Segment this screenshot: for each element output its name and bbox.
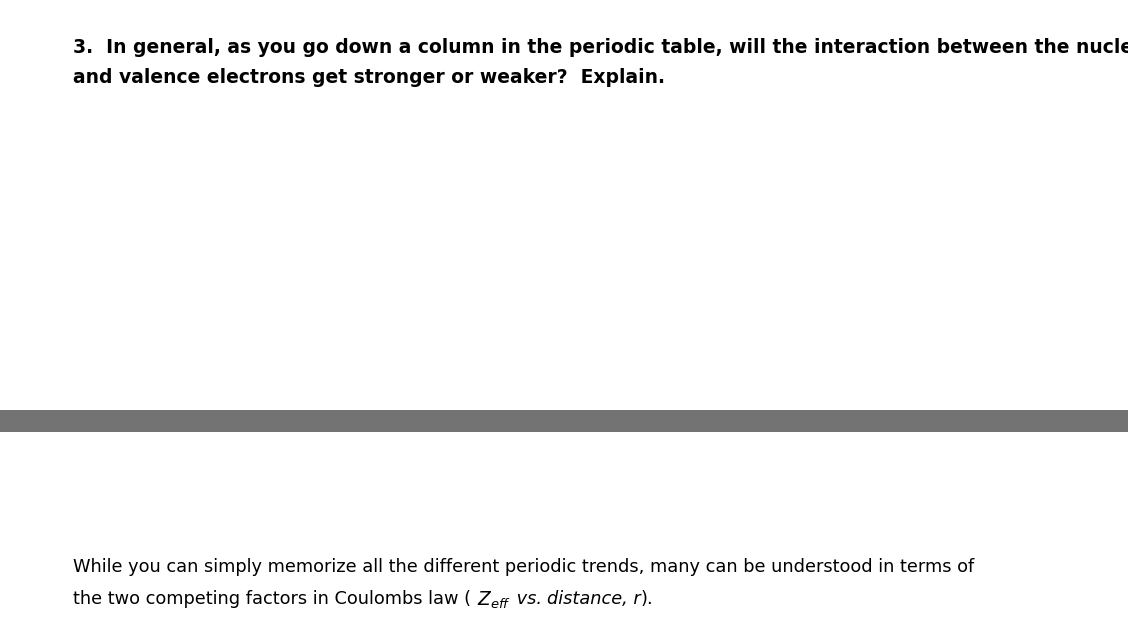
Text: vs.: vs.	[511, 590, 547, 608]
Text: ).: ).	[641, 590, 653, 608]
Text: 3.  In general, as you go down a column in the periodic table, will the interact: 3. In general, as you go down a column i…	[73, 38, 1128, 57]
Text: While you can simply memorize all the different periodic trends, many can be und: While you can simply memorize all the di…	[73, 558, 975, 576]
Bar	[0, 410, 1128, 432]
Text: and valence electrons get stronger or weaker?  Explain.: and valence electrons get stronger or we…	[73, 68, 666, 87]
Text: $Z_{\mathit{eff}}$: $Z_{\mathit{eff}}$	[477, 590, 511, 611]
Text: the two competing factors in Coulombs law (: the two competing factors in Coulombs la…	[73, 590, 477, 608]
Text: distance, r: distance, r	[547, 590, 641, 608]
